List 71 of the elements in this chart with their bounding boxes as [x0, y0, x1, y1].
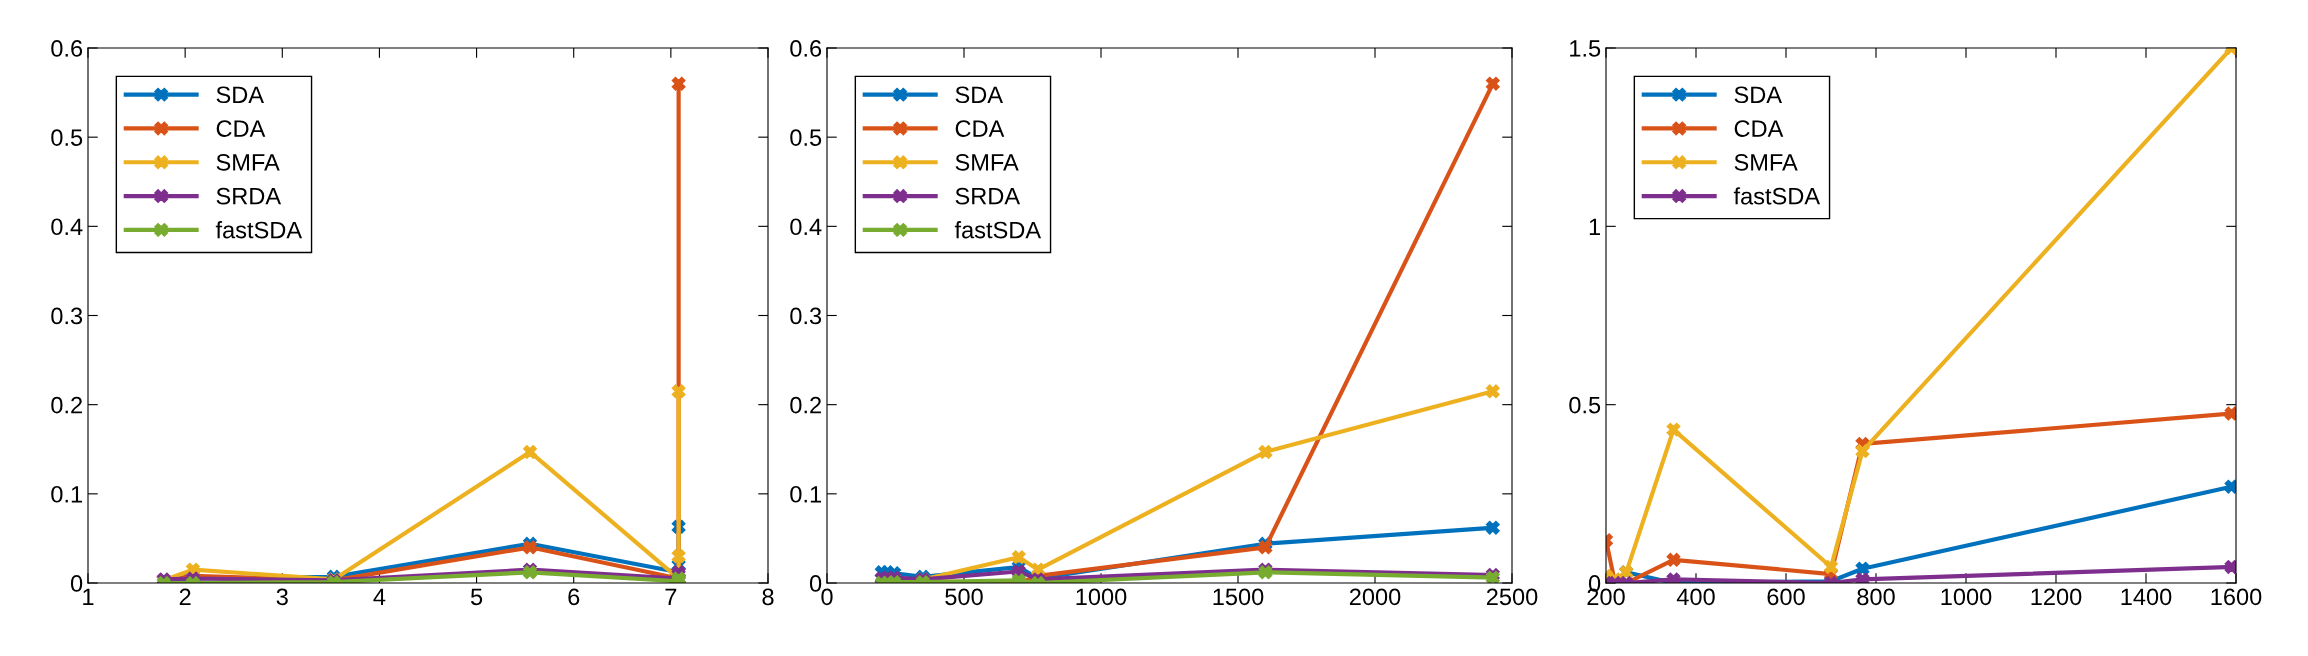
y-tick-label: 1.5 [1570, 40, 1601, 57]
y-tick-label: 0.4 [790, 218, 822, 236]
y-tick-label: 0.6 [51, 40, 83, 57]
point [2224, 479, 2236, 494]
y-tick-label: 0.5 [790, 129, 822, 146]
point [1485, 384, 1500, 399]
legend-label: SDA [1734, 86, 1782, 104]
legend-label: SRDA [955, 187, 1021, 205]
point [2224, 406, 2236, 421]
x-tick-label: 800 [1857, 588, 1895, 606]
y-tick-label: 0.5 [51, 129, 83, 146]
x-tick-label: 1000 [1941, 588, 1992, 606]
x-tick-label: 1500 [1213, 588, 1264, 606]
x-tick-label: 400 [1676, 588, 1715, 606]
point [1855, 561, 1870, 576]
legend-label: SMFA [216, 154, 280, 171]
point [1824, 560, 1838, 574]
y-tick-label: 0.1 [51, 485, 82, 503]
point [523, 444, 537, 459]
y-tick-label: 0.2 [51, 396, 82, 414]
legend-label: CDA [955, 120, 1005, 137]
point [1855, 444, 1870, 458]
y-tick-label: 0.2 [790, 396, 821, 414]
x-tick-label: 4 [373, 588, 386, 605]
y-tick-label: 0.3 [51, 307, 83, 325]
point [1258, 444, 1273, 459]
legend-label: fastSDA [954, 221, 1042, 239]
x-tick-label: 0 [821, 588, 833, 606]
x-tick-label: 1 [83, 588, 94, 605]
legend-label: SDA [216, 86, 264, 104]
point [1485, 520, 1500, 535]
x-tick-label: 500 [945, 588, 983, 606]
x-tick-label: 2500 [1486, 588, 1538, 606]
x-tick-label: 2000 [1349, 588, 1401, 606]
x-tick-label: 5 [470, 588, 483, 606]
point [523, 540, 537, 555]
x-tick-label: 1000 [1076, 588, 1127, 606]
x-tick-label: 1400 [2121, 588, 2172, 606]
x-tick-label: 1200 [2031, 588, 2082, 606]
point [671, 549, 686, 564]
y-tick-label: 0.4 [51, 218, 83, 236]
point [1666, 422, 1681, 437]
legend-label: SRDA [216, 187, 282, 205]
x-tick-label: 8 [762, 588, 774, 606]
legend-label: fastSDA [215, 221, 303, 239]
point [671, 76, 686, 91]
legend-label: CDA [1734, 120, 1784, 137]
point [1485, 76, 1500, 91]
legend-label: SMFA [1734, 154, 1798, 171]
y-tick-label: 1 [1589, 218, 1600, 235]
x-tick-label: 6 [568, 588, 580, 606]
x-tick-label: 2 [179, 588, 191, 605]
legend-label: SDA [955, 86, 1003, 104]
y-tick-label: 0.3 [790, 307, 822, 325]
point [1855, 572, 1870, 583]
x-tick-label: 1600 [2211, 588, 2262, 606]
point [1666, 552, 1681, 567]
point [1011, 550, 1026, 565]
point [671, 384, 686, 399]
y-tick-label: 0.5 [1569, 396, 1601, 414]
legend-label: CDA [216, 120, 266, 137]
y-tick-label: 0 [70, 575, 83, 592]
legend-label: fastSDA [1733, 187, 1821, 205]
y-tick-label: 0.1 [790, 485, 821, 503]
x-tick-label: 600 [1767, 588, 1805, 606]
x-tick-label: 7 [665, 588, 677, 605]
x-tick-label: 3 [276, 588, 288, 606]
legend-label: SMFA [955, 154, 1019, 171]
point [1258, 540, 1273, 555]
y-tick-label: 0.6 [790, 40, 822, 57]
y-tick-label: 0 [809, 575, 822, 592]
